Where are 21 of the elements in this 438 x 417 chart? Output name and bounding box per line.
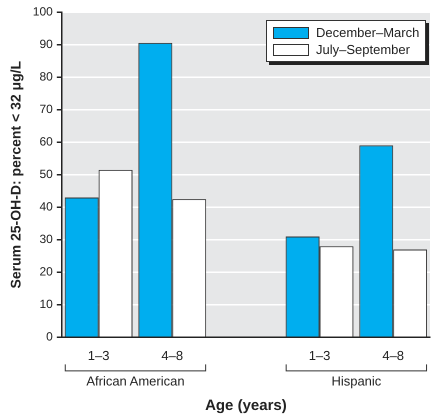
x-axis-title: Age (years) (205, 397, 287, 414)
y-axis-title: Serum 25-OH-D: percent < 32 μg/L (7, 60, 24, 288)
text: Hispanic (331, 373, 382, 388)
legend-label: December–March (316, 25, 420, 40)
y-tick-label: 60 (39, 134, 54, 148)
y-tick-label: 20 (39, 264, 54, 279)
y-tick-label: 0 (46, 330, 54, 344)
y-tick-label: 90 (39, 36, 54, 51)
x-tick-label: 1–3 (88, 348, 110, 363)
text: African American (86, 373, 185, 388)
y-tick-label: 10 (39, 297, 54, 312)
x-tick-label: 1–3 (308, 348, 330, 363)
y-tick-label: 100 (32, 4, 54, 18)
y-tick-label: 50 (39, 167, 54, 182)
y-tick-label: 70 (39, 102, 54, 116)
x-tick-label: 4–8 (382, 348, 404, 363)
y-tick-label: 30 (39, 232, 54, 246)
y-tick-label: 80 (39, 69, 54, 84)
x-tick-label: 4–8 (161, 348, 184, 363)
y-tick-label: 40 (39, 200, 54, 214)
legend-label: July–September (316, 42, 410, 57)
